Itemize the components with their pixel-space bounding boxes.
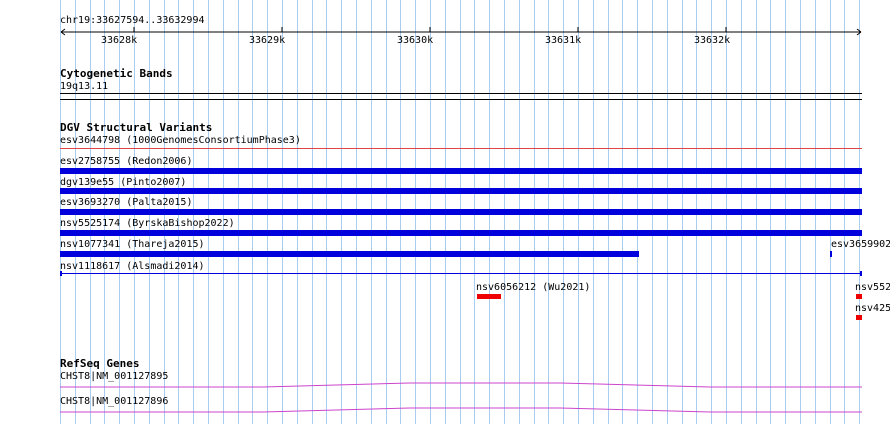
ruler-range-label: chr19:33627594..33632994 bbox=[60, 15, 205, 26]
ruler-tick-label: 33631k bbox=[545, 35, 582, 46]
dgv-track-title: DGV Structural Variants bbox=[60, 121, 213, 134]
variant-feature-nsv1118617[interactable] bbox=[60, 273, 862, 274]
cytoband-track-title: Cytogenetic Bands bbox=[60, 67, 173, 80]
cytoband-line-bottom[interactable] bbox=[60, 99, 862, 100]
ruler-tick-label: 33629k bbox=[249, 35, 286, 46]
variant-feature-nsv1077341[interactable] bbox=[60, 251, 639, 257]
variant-feature-nsv5525174[interactable] bbox=[60, 230, 862, 236]
variant-feature-dgv139e55[interactable] bbox=[60, 188, 862, 194]
variant-label: nsv1077341 (Thareja2015) bbox=[60, 239, 205, 250]
variant-end-cap-left bbox=[60, 271, 62, 276]
variant-label-clipped: nsv425 bbox=[855, 303, 890, 314]
variant-feature-esv2758755[interactable] bbox=[60, 168, 862, 174]
variant-label: esv2758755 (Redon2006) bbox=[60, 156, 193, 167]
variant-label: esv3644798 (1000GenomesConsortiumPhase3) bbox=[60, 135, 301, 146]
refseq-track-title: RefSeq Genes bbox=[60, 357, 140, 370]
ruler-tick-label: 33632k bbox=[694, 35, 731, 46]
transcript-label: CHST8|NM_001127896 bbox=[60, 396, 169, 407]
variant-label: nsv5525174 (ByrskaBishop2022) bbox=[60, 218, 235, 229]
cytoband-label: 19q13.11 bbox=[60, 81, 109, 92]
variant-feature-esv3693270[interactable] bbox=[60, 209, 862, 215]
variant-feature-esv3659902[interactable] bbox=[830, 251, 832, 257]
variant-end-cap-right bbox=[860, 271, 862, 276]
variant-feature-nsv552[interactable] bbox=[856, 294, 862, 299]
variant-feature-nsv425[interactable] bbox=[856, 315, 862, 320]
cytoband-line-top[interactable] bbox=[60, 93, 862, 94]
variant-label-clipped: esv3659902 bbox=[831, 239, 890, 250]
variant-label: nsv6056212 (Wu2021) bbox=[476, 282, 591, 293]
variant-feature-nsv6056212[interactable] bbox=[477, 294, 501, 299]
variant-label: dgv139e55 (Pinto2007) bbox=[60, 177, 187, 188]
variant-label-clipped: nsv552 bbox=[855, 282, 890, 293]
ruler-tick-label: 33630k bbox=[397, 35, 434, 46]
variant-label: nsv1118617 (Alsmadi2014) bbox=[60, 261, 205, 272]
variant-label: esv3693270 (Palta2015) bbox=[60, 197, 193, 208]
transcript-feature[interactable] bbox=[0, 378, 890, 392]
ruler-tick-label: 33628k bbox=[101, 35, 138, 46]
variant-feature-esv3644798[interactable] bbox=[60, 148, 862, 149]
transcript-feature[interactable] bbox=[0, 403, 890, 417]
transcript-label: CHST8|NM_001127895 bbox=[60, 371, 169, 382]
ruler-axis[interactable] bbox=[0, 25, 890, 45]
